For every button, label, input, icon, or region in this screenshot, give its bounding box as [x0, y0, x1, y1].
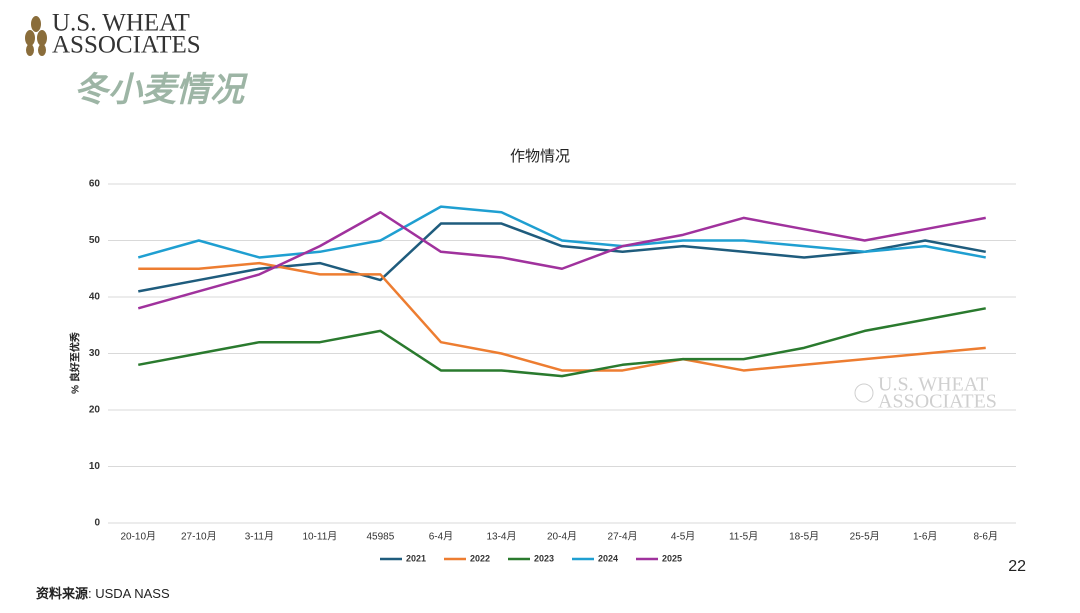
logo-icon: [25, 16, 47, 56]
watermark: U.S. WHEAT ASSOCIATES: [854, 374, 997, 413]
watermark-icon: [854, 383, 874, 403]
x-tick-label: 1-6月: [913, 531, 937, 543]
x-tick-label: 20-10月: [120, 531, 156, 543]
y-tick-label: 60: [89, 179, 101, 190]
x-tick-label: 4-5月: [671, 531, 695, 543]
legend-label: 2022: [470, 553, 490, 563]
source: 资料来源: USDA NASS: [36, 586, 170, 601]
x-tick-label: 3-11月: [245, 531, 274, 543]
page-number: 22: [1008, 558, 1026, 575]
x-tick-label: 13-4月: [486, 531, 516, 543]
series-line: [137, 205, 986, 259]
watermark-text: ASSOCIATES: [878, 391, 997, 413]
legend-label: 2023: [534, 553, 554, 563]
chart-title: 作物情况: [510, 148, 570, 165]
y-tick-label: 40: [89, 292, 101, 303]
y-tick-label: 30: [89, 348, 101, 359]
series-line: [138, 261, 986, 372]
x-tick-label: 6-4月: [429, 531, 453, 543]
y-tick-label: 50: [89, 235, 101, 246]
x-tick-label: 27-10月: [181, 531, 217, 543]
legend-label: 2025: [662, 553, 682, 563]
y-tick-label: 0: [94, 518, 100, 529]
x-tick-label: 10-11月: [302, 531, 337, 543]
y-axis-label: % 良好至优秀: [69, 332, 82, 394]
logo-text: U.S. WHEAT: [52, 10, 190, 37]
slide-title: 冬小麦情况: [74, 71, 248, 109]
legend-label: 2024: [598, 553, 618, 563]
series-line: [138, 307, 986, 378]
x-tick-label: 11-5月: [729, 531, 758, 543]
x-tick-label: 20-4月: [547, 531, 577, 543]
y-tick-label: 10: [89, 461, 101, 472]
x-tick-label: 27-4月: [608, 531, 638, 543]
x-tick-label: 45985: [366, 532, 394, 543]
x-tick-label: 18-5月: [789, 531, 819, 543]
y-tick-label: 20: [89, 405, 101, 416]
x-tick-label: 25-5月: [850, 531, 880, 543]
source-label: 资料来源: [36, 586, 88, 601]
series-line: [137, 211, 986, 310]
source-text: : USDA NASS: [88, 586, 170, 601]
watermark-text: U.S. WHEAT: [878, 374, 988, 396]
logo-text: ASSOCIATES: [52, 32, 201, 59]
x-tick-label: 8-6月: [974, 531, 998, 543]
legend-label: 2021: [406, 553, 426, 563]
